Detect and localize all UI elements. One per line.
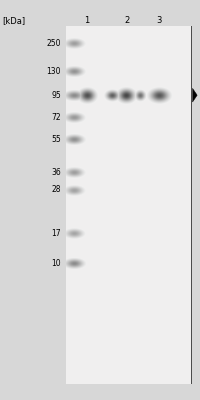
- Text: 95: 95: [51, 91, 61, 100]
- Text: 1: 1: [84, 16, 90, 25]
- Text: 36: 36: [51, 168, 61, 177]
- Text: 250: 250: [46, 39, 61, 48]
- Text: 2: 2: [124, 16, 130, 25]
- Text: 10: 10: [51, 259, 61, 268]
- Text: 130: 130: [46, 67, 61, 76]
- Text: 72: 72: [51, 113, 61, 122]
- Polygon shape: [193, 88, 197, 102]
- Text: [kDa]: [kDa]: [2, 16, 25, 25]
- Text: 3: 3: [156, 16, 162, 25]
- Text: 17: 17: [51, 229, 61, 238]
- Text: 55: 55: [51, 135, 61, 144]
- Text: 28: 28: [52, 186, 61, 194]
